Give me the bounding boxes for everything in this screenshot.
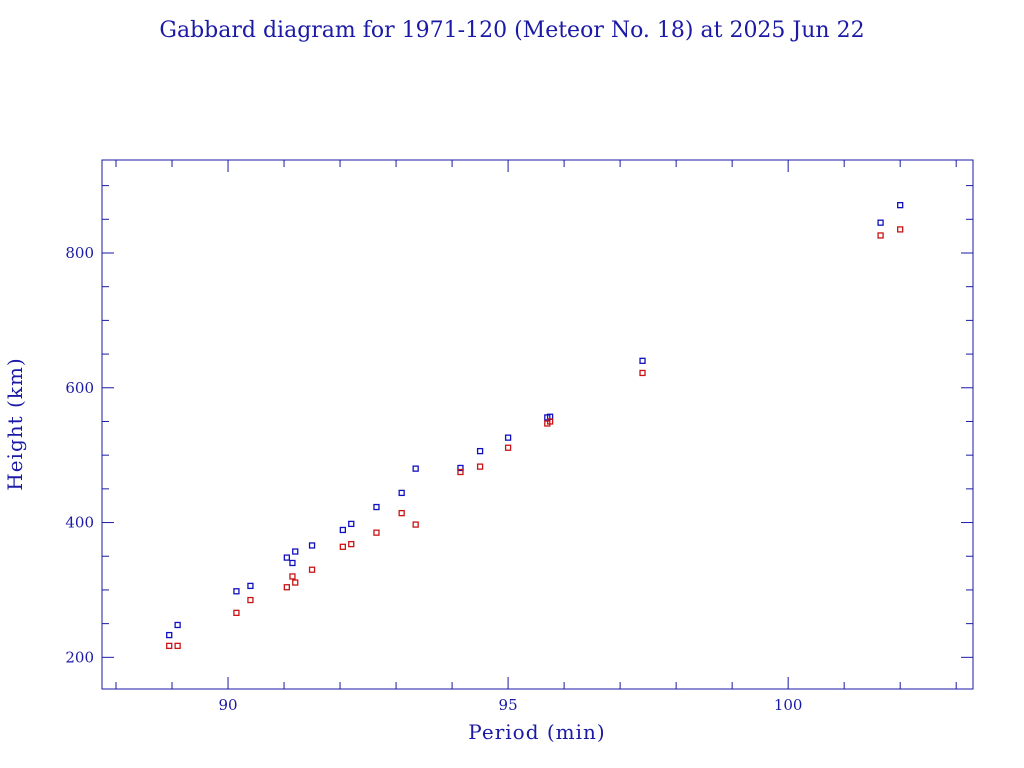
y-tick-label: 400 [65, 514, 94, 532]
perigee-point [233, 609, 240, 617]
apogee-point [292, 548, 299, 555]
apogee-point [504, 434, 512, 441]
y-tick-label: 800 [65, 244, 94, 262]
axis-tick-labels: 90 95 100 200 400 600 800 [65, 244, 802, 714]
series-apogee [166, 202, 904, 639]
perigee-point [504, 444, 512, 451]
perigee-point [457, 468, 464, 476]
y-tick-label: 600 [65, 379, 94, 397]
series-perigee [166, 226, 904, 650]
perigee-point [308, 566, 316, 573]
perigee-point [166, 642, 173, 650]
perigee-point [546, 418, 554, 425]
y-tick-label: 200 [65, 648, 94, 666]
perigee-point [247, 596, 254, 604]
apogee-point [233, 588, 240, 595]
apogee-point [348, 520, 355, 528]
x-tick-label: 95 [499, 696, 518, 714]
perigee-point [639, 369, 646, 377]
perigee-point [373, 529, 380, 536]
apogee-point [283, 554, 290, 561]
apogee-point [373, 503, 380, 511]
apogee-point [639, 357, 646, 364]
perigee-point [283, 584, 290, 591]
data-points [166, 202, 904, 650]
apogee-point [308, 542, 316, 549]
plot-frame [101, 159, 974, 690]
apogee-point [897, 202, 904, 209]
chart-title: Gabbard diagram for 1971-120 (Meteor No.… [159, 18, 864, 43]
apogee-point [247, 582, 254, 590]
perigee-point [897, 226, 904, 233]
x-tick-label: 100 [774, 696, 803, 714]
perigee-point [412, 521, 419, 528]
perigee-point [398, 509, 405, 517]
perigee-point [339, 543, 347, 550]
apogee-point [166, 631, 173, 639]
axis-ticks [102, 160, 973, 689]
y-axis-title: Height (km) [3, 357, 27, 490]
perigee-point [174, 642, 181, 650]
apogee-point [457, 464, 464, 472]
apogee-point [412, 465, 419, 472]
apogee-point [339, 526, 347, 534]
x-tick-label: 90 [218, 696, 237, 714]
apogee-point [174, 621, 181, 629]
perigee-point [348, 540, 355, 548]
x-axis-title: Period (min) [468, 720, 605, 744]
perigee-point [289, 573, 296, 580]
perigee-point [877, 232, 884, 239]
apogee-point [289, 559, 296, 567]
perigee-point [476, 463, 484, 470]
apogee-point [476, 447, 484, 455]
apogee-point [398, 489, 405, 497]
apogee-point [877, 219, 884, 226]
perigee-point [292, 579, 299, 586]
